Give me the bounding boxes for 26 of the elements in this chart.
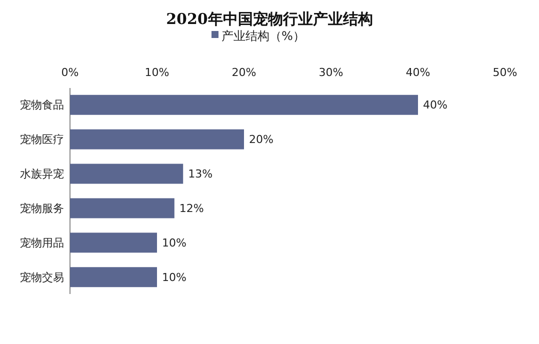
data-label: 13% bbox=[188, 168, 213, 181]
chart-title: 2020年中国宠物行业产业结构 bbox=[166, 10, 373, 28]
legend-label: 产业结构（%） bbox=[222, 29, 305, 43]
x-tick-label: 30% bbox=[318, 66, 344, 79]
y-tick-label: 宠物医疗 bbox=[20, 133, 64, 146]
bar bbox=[70, 232, 157, 253]
x-tick-label: 0% bbox=[61, 66, 79, 79]
data-label: 40% bbox=[423, 98, 448, 112]
bar bbox=[70, 129, 244, 150]
y-tick-label: 宠物服务 bbox=[20, 202, 64, 216]
bar bbox=[70, 94, 418, 115]
data-label: 20% bbox=[249, 133, 274, 146]
y-tick-label: 宠物用品 bbox=[20, 236, 64, 250]
x-tick-label: 40% bbox=[406, 66, 430, 79]
data-label: 12% bbox=[179, 202, 204, 216]
data-label: 10% bbox=[162, 236, 186, 250]
y-tick-label: 水族异宠 bbox=[20, 168, 64, 181]
x-tick-label: 50% bbox=[492, 66, 518, 79]
bar bbox=[70, 164, 184, 184]
x-tick-label: 10% bbox=[144, 66, 170, 79]
x-tick-label: 20% bbox=[232, 66, 256, 79]
y-tick-label: 宠物交易 bbox=[20, 270, 64, 284]
bar bbox=[70, 198, 174, 218]
bar bbox=[70, 267, 157, 288]
y-tick-label: 宠物食品 bbox=[20, 98, 64, 112]
data-label: 10% bbox=[162, 270, 186, 284]
